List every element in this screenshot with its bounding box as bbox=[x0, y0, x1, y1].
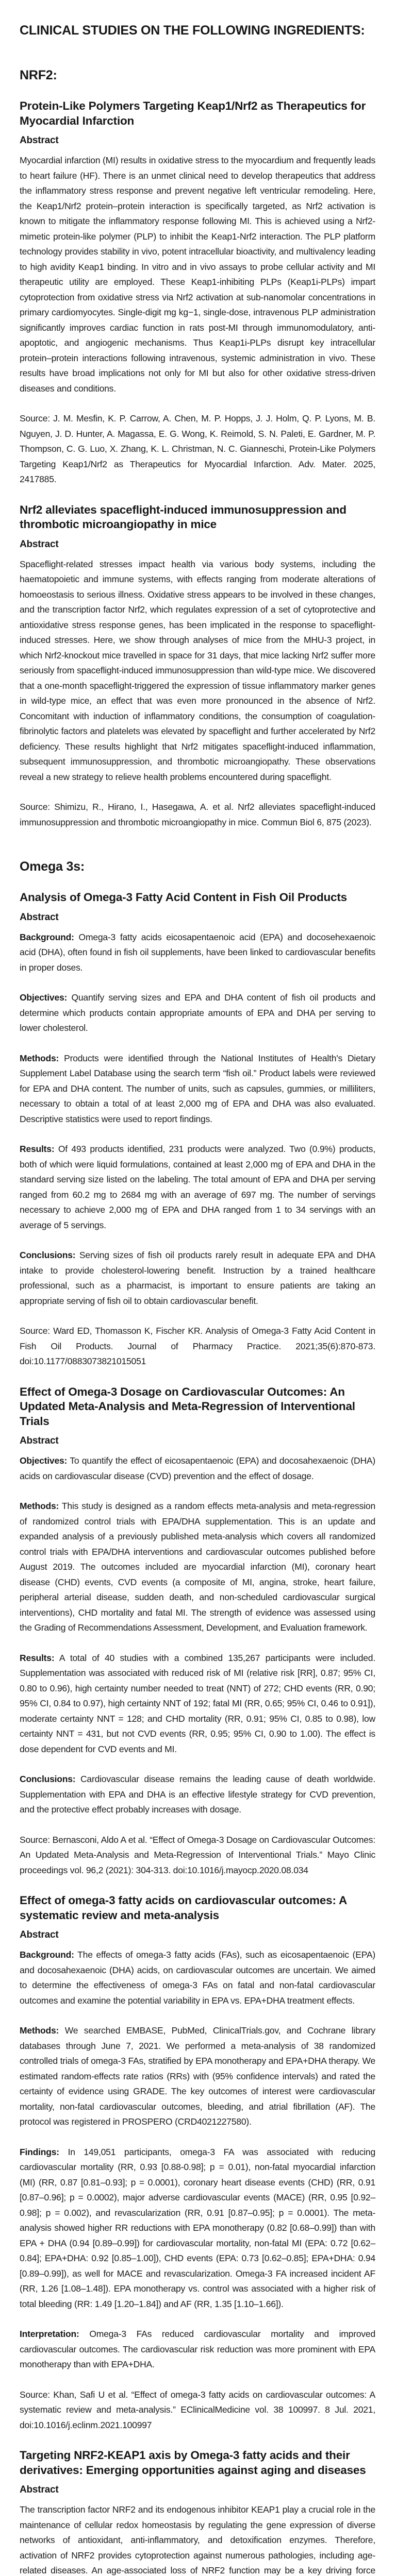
source-citation: Source: Khan, Safi U et al. “Effect of o… bbox=[20, 2389, 375, 2430]
paragraph-text: Quantify serving sizes and EPA and DHA c… bbox=[20, 992, 375, 1033]
paragraph-text: Omega-3 fatty acids eicosapentaenoic aci… bbox=[20, 931, 376, 973]
labeled-paragraph: Objectives: To quantify the effect of ei… bbox=[20, 1453, 375, 1484]
labeled-paragraph: Results: Of 493 products identified, 231… bbox=[20, 1142, 375, 1233]
source-citation: Source: Shimizu, R., Hirano, I., Hasegaw… bbox=[20, 802, 375, 827]
source-citation: Source: J. M. Mesfin, K. P. Carrow, A. C… bbox=[20, 413, 375, 484]
article-title: Analysis of Omega-3 Fatty Acid Content i… bbox=[20, 891, 347, 904]
labeled-paragraph: Interpretation: Omega-3 FAs reduced card… bbox=[20, 2327, 375, 2372]
article-title: Effect of Omega-3 Dosage on Cardiovascul… bbox=[20, 1385, 355, 1428]
labeled-paragraph: Methods: This study is designed as a ran… bbox=[20, 1499, 375, 1636]
paragraph-label: Conclusions: bbox=[20, 1774, 76, 1784]
article-title: Protein-Like Polymers Targeting Keap1/Nr… bbox=[20, 99, 366, 127]
paragraph-label: Methods: bbox=[20, 1501, 59, 1511]
article-title: Targeting NRF2-KEAP1 axis by Omega-3 fat… bbox=[20, 2449, 366, 2477]
paragraph-text: Cardiovascular disease remains the leadi… bbox=[20, 1774, 375, 1815]
labeled-paragraph: Conclusions: Serving sizes of fish oil p… bbox=[20, 1248, 375, 1309]
abstract-heading: Abstract bbox=[20, 538, 59, 550]
abstract-heading: Abstract bbox=[20, 1929, 59, 1940]
paragraph-text: Omega-3 FAs reduced cardiovascular morta… bbox=[20, 2329, 375, 2369]
paragraph-text: A total of 40 studies with a combined 13… bbox=[20, 1652, 375, 1754]
abstract-heading: Abstract bbox=[20, 2484, 59, 2495]
article-title: Nrf2 alleviates spaceflight-induced immu… bbox=[20, 503, 346, 531]
paragraph-label: Background: bbox=[20, 1950, 74, 1960]
paragraph-text: Of 493 products identified, 231 products… bbox=[20, 1144, 375, 1230]
abstract-heading: Abstract bbox=[20, 911, 59, 923]
source-citation: Source: Ward ED, Thomasson K, Fischer KR… bbox=[20, 1326, 375, 1366]
section-heading: NRF2: bbox=[20, 68, 57, 82]
paragraph-text: In 149,051 participants, omega-3 FA was … bbox=[20, 2146, 375, 2309]
paragraph-label: Results: bbox=[20, 1144, 55, 1154]
paragraph-text: This study is designed as a random effec… bbox=[20, 1501, 375, 1633]
paragraph-label: Objectives: bbox=[20, 1455, 68, 1466]
paragraph-label: Results: bbox=[20, 1652, 55, 1663]
abstract-heading: Abstract bbox=[20, 135, 59, 146]
paragraph-label: Objectives: bbox=[20, 992, 68, 1003]
paragraph: Spaceflight-related stresses impact heal… bbox=[20, 558, 375, 782]
source-citation: Source: Bernasconi, Aldo A et al. “Effec… bbox=[20, 1834, 375, 1875]
labeled-paragraph: Methods: We searched EMBASE, PubMed, Cli… bbox=[20, 2023, 375, 2130]
paragraph-text: Products were identified through the Nat… bbox=[20, 1053, 375, 1124]
paragraph-text: To quantify the effect of eicosapentaeno… bbox=[20, 1455, 375, 1481]
paragraph-text: We searched EMBASE, PubMed, ClinicalTria… bbox=[20, 2025, 375, 2127]
paragraph-text: The effects of omega-3 fatty acids (FAs)… bbox=[20, 1950, 375, 2006]
paragraph-label: Interpretation: bbox=[20, 2329, 79, 2339]
labeled-paragraph: Background: Omega-3 fatty acids eicosape… bbox=[20, 930, 375, 976]
paragraph: The transcription factor NRF2 and its en… bbox=[20, 2504, 375, 2575]
labeled-paragraph: Methods: Products were identified throug… bbox=[20, 1051, 375, 1127]
labeled-paragraph: Objectives: Quantify serving sizes and E… bbox=[20, 990, 375, 1036]
labeled-paragraph: Findings: In 149,051 participants, omega… bbox=[20, 2145, 375, 2312]
paragraph-label: Methods: bbox=[20, 2025, 59, 2036]
paragraph: Myocardial infarction (MI) results in ox… bbox=[20, 155, 375, 394]
labeled-paragraph: Background: The effects of omega-3 fatty… bbox=[20, 1947, 375, 2008]
document-title: CLINICAL STUDIES ON THE FOLLOWING INGRED… bbox=[20, 23, 365, 38]
section-heading: Omega 3s: bbox=[20, 859, 85, 874]
paragraph-text: Serving sizes of fish oil products rarel… bbox=[20, 1250, 375, 1306]
paragraph-label: Background: bbox=[20, 931, 74, 942]
paragraph-label: Conclusions: bbox=[20, 1250, 76, 1260]
document-body: NRF2: Protein-Like Polymers Targeting Kea… bbox=[20, 67, 375, 2576]
paragraph-label: Findings: bbox=[20, 2146, 59, 2157]
abstract-heading: Abstract bbox=[20, 1435, 59, 1446]
paragraph-label: Methods: bbox=[20, 1053, 59, 1063]
labeled-paragraph: Conclusions: Cardiovascular disease rema… bbox=[20, 1772, 375, 1818]
article-title: Effect of omega-3 fatty acids on cardiov… bbox=[20, 1894, 347, 1922]
labeled-paragraph: Results: A total of 40 studies with a co… bbox=[20, 1651, 375, 1757]
